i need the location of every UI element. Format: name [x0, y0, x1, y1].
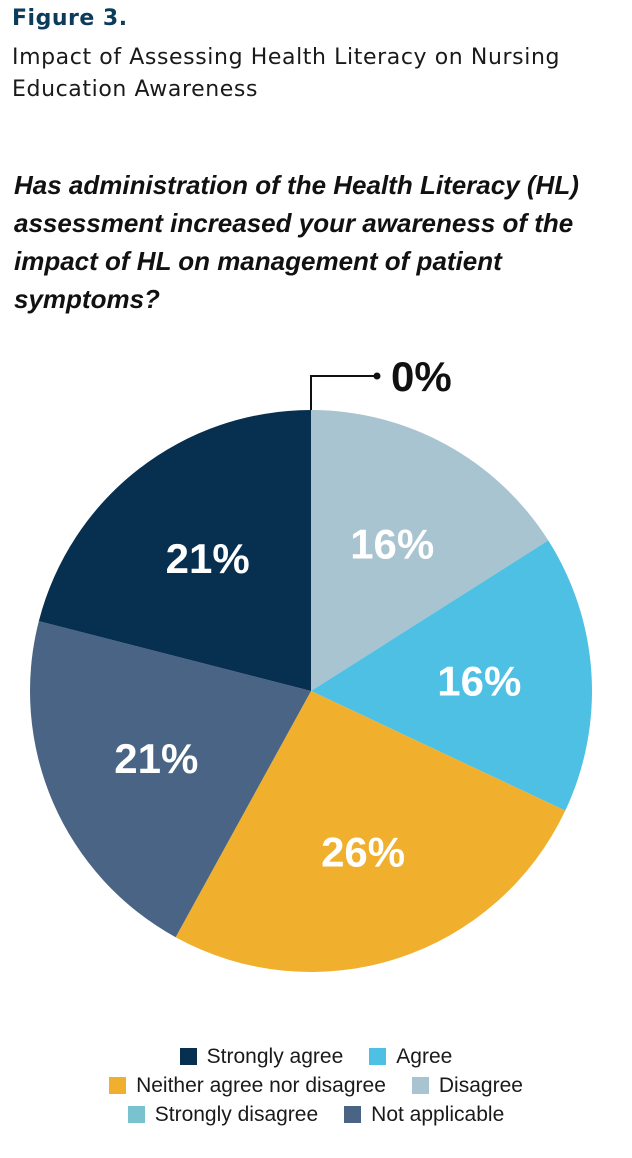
pie-slice-neither-agree-nor-disagree [175, 691, 566, 972]
callout-line-strongly-disagree [310, 375, 377, 410]
legend-swatch [411, 1077, 429, 1094]
legend-label: Strongly disagree [154, 1102, 319, 1126]
legend-swatch [179, 1048, 197, 1065]
legend-label: Neither agree nor disagree [136, 1073, 386, 1097]
legend-swatch [369, 1048, 387, 1065]
chart-legend: Strongly agree Agree Neither agree nor dis… [0, 1042, 632, 1129]
slice-label-strongly-disagree: 0% [391, 353, 452, 400]
legend-label: Agree [396, 1044, 453, 1068]
chart-question: Has administration of the Health Literac… [14, 170, 579, 314]
legend-row: Neither agree nor disagree Disagree [0, 1071, 632, 1100]
legend-row: Strongly agree Agree [0, 1042, 632, 1071]
slice-label-neither-agree-nor-disagree: 26% [321, 828, 405, 875]
pie-slice-not-applicable [30, 621, 311, 938]
legend-row: Strongly disagree Not applicable [0, 1100, 632, 1129]
legend-swatch [109, 1077, 127, 1094]
figure-title: Impact of Assessing Health Literacy on N… [12, 45, 561, 102]
pie-slice-strongly-agree [38, 410, 312, 691]
figure-label: Figure 3. [12, 6, 128, 31]
slice-label-disagree: 16% [350, 520, 434, 567]
slice-label-not-applicable: 21% [114, 735, 198, 782]
legend-item-strongly-disagree: Strongly disagree [127, 1102, 319, 1127]
slice-label-agree: 16% [437, 657, 521, 704]
pie-slice-disagree [311, 410, 549, 691]
legend-item-not-applicable: Not applicable [344, 1103, 504, 1127]
legend-label: Not applicable [371, 1102, 505, 1126]
legend-item-disagree: Disagree [411, 1073, 523, 1098]
legend-item-neither-agree-nor-disagree: Neither agree nor disagree [109, 1074, 386, 1098]
legend-item-agree: Agree [369, 1045, 452, 1069]
legend-swatch [344, 1106, 362, 1123]
legend-swatch [127, 1106, 145, 1123]
legend-item-strongly-agree: Strongly agree [179, 1044, 344, 1069]
legend-label: Strongly agree [206, 1044, 344, 1068]
pie-chart: 16% 16% 26% 21% 21% 0% [30, 353, 592, 972]
slice-label-strongly-agree: 21% [166, 535, 250, 582]
callout-dot-strongly-disagree [373, 372, 381, 380]
pie-slice-agree [311, 540, 592, 811]
legend-label: Disagree [438, 1073, 523, 1097]
